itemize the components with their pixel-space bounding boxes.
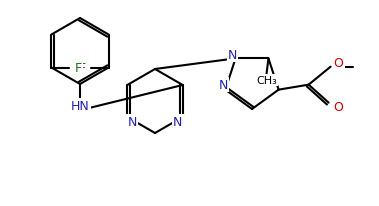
- Text: O: O: [334, 57, 343, 70]
- Text: HN: HN: [70, 100, 89, 113]
- Text: N: N: [128, 116, 137, 129]
- Text: N: N: [173, 116, 182, 129]
- Text: N: N: [219, 79, 228, 92]
- Text: O: O: [334, 101, 343, 114]
- Text: N: N: [228, 49, 237, 62]
- Text: F: F: [78, 62, 86, 75]
- Text: F: F: [74, 62, 81, 75]
- Text: CH₃: CH₃: [256, 76, 277, 86]
